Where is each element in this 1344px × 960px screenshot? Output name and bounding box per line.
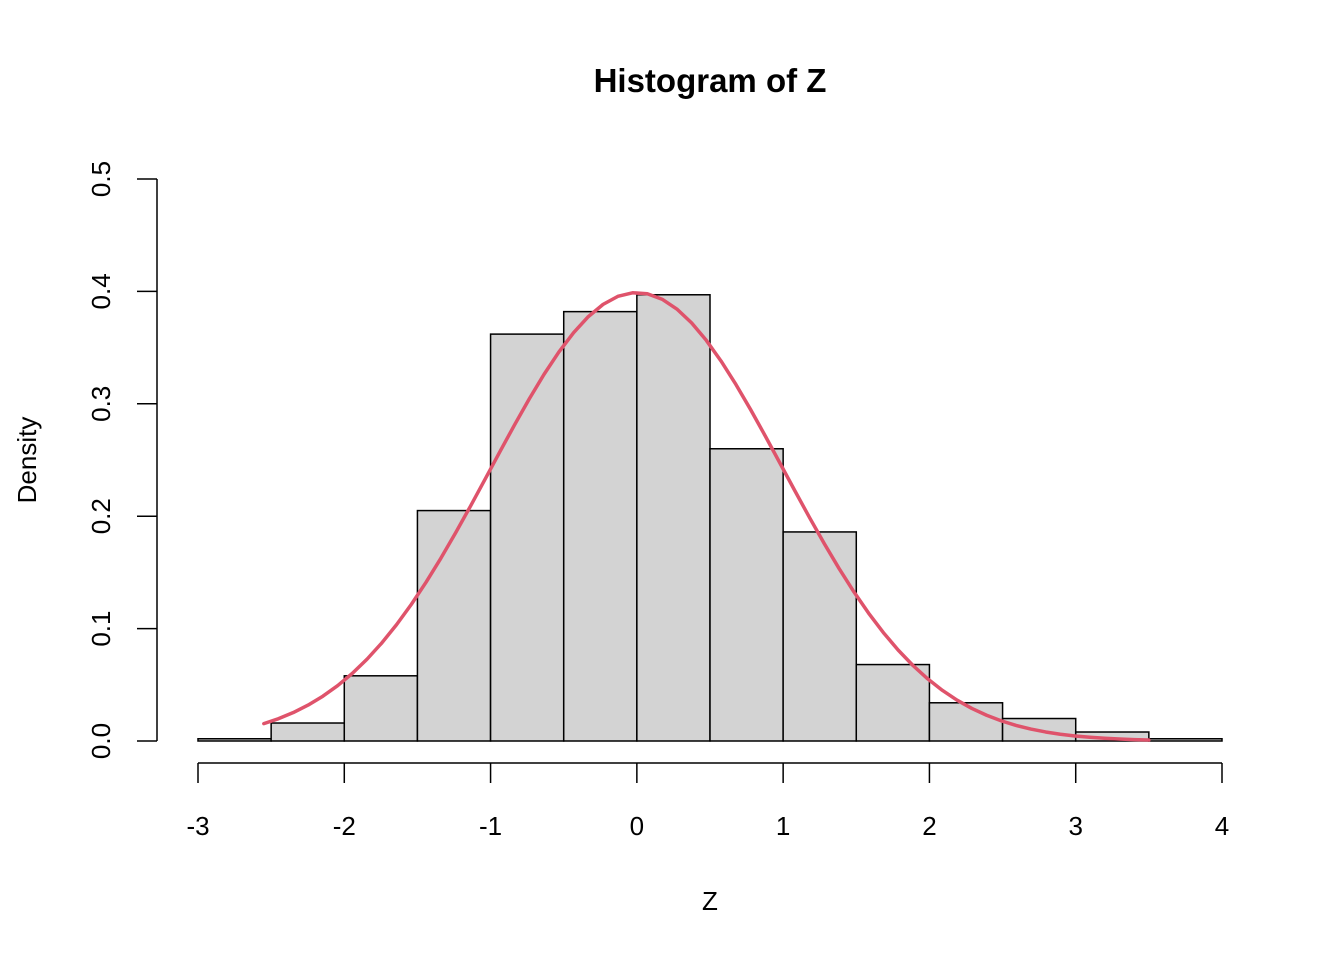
x-tick-label: 4 [1215,811,1229,841]
histogram-bar-10 [928,702,1004,742]
y-tick-label: 0.1 [86,611,116,647]
chart-title: Histogram of Z [594,62,827,99]
y-axis: 0.0 0.1 0.2 0.3 0.4 0.5 [86,161,158,759]
x-tick-label: 1 [776,811,790,841]
x-tick-label: -1 [479,811,502,841]
histogram-bar-1 [270,722,346,742]
y-tick-label: 0.5 [86,161,116,197]
histogram-bar-0 [197,738,272,742]
y-tick-label: 0.2 [86,498,116,534]
x-tick-label: 0 [630,811,644,841]
histogram-bar-7 [709,448,784,742]
y-tick-label: 0.0 [86,723,116,759]
histogram-bar-9 [855,663,931,742]
x-tick-label: -2 [333,811,356,841]
histogram-bar-6 [636,294,711,742]
histogram-bar-2 [343,675,419,742]
histogram-bar-3 [416,509,492,742]
y-tick-label: 0.4 [86,273,116,309]
histogram-bar-5 [562,310,638,742]
y-tick-label: 0.3 [86,386,116,422]
histogram-bar-4 [489,333,565,742]
x-tick-label: -3 [186,811,209,841]
histogram-bar-8 [782,531,858,742]
curve-layer [262,291,1151,742]
y-axis-label: Density [12,417,42,504]
x-axis-label: Z [702,886,718,916]
x-tick-label: 3 [1068,811,1082,841]
histogram-bar-13 [1148,738,1223,742]
density-curve [262,291,1151,742]
x-axis: -3 -2 -1 0 1 2 3 4 [186,762,1229,841]
x-tick-label: 2 [922,811,936,841]
bars-layer [197,294,1223,742]
